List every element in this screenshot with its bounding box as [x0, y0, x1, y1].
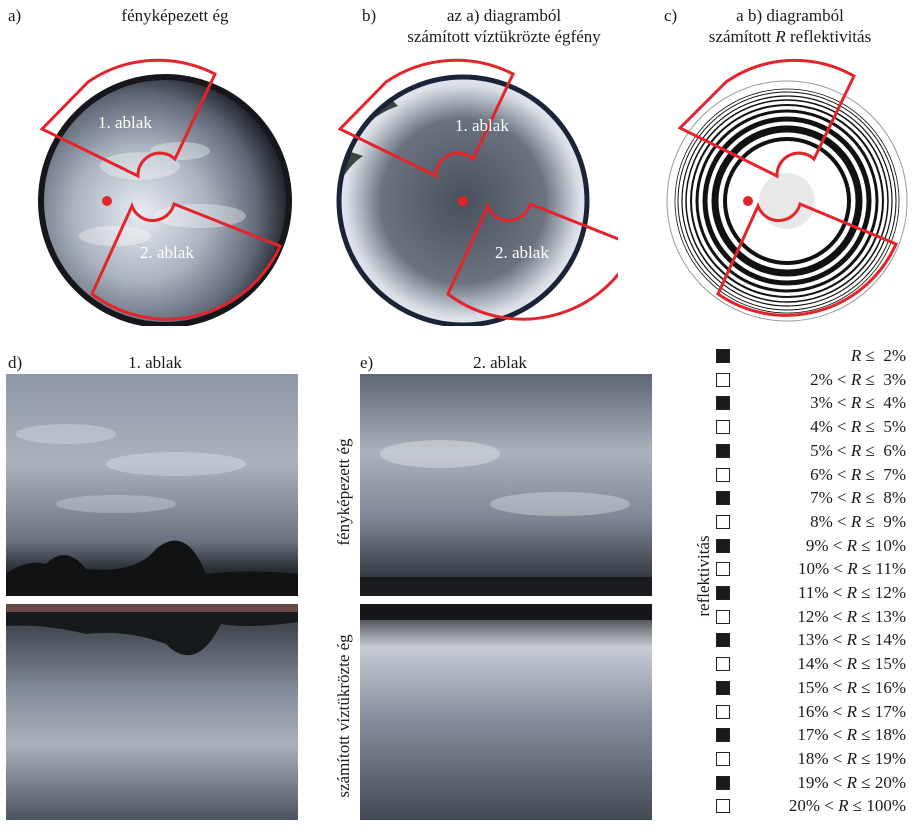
legend-item-label: 2% < R ≤ 3% — [810, 369, 906, 389]
panel-d-title: 1. ablak — [128, 353, 182, 372]
filled-box-icon — [716, 775, 730, 790]
panel-b-title-line2: számított víztükrözte égfény — [407, 27, 601, 46]
panel-c-reflectivity-map — [666, 58, 908, 322]
legend-item-label: 19% < R ≤ 20% — [797, 772, 906, 792]
reflectivity-legend: R ≤ 2% 2% < R ≤ 3% 3% < R ≤ 4% 4% < R ≤ 5% 5… — [716, 346, 906, 822]
legend-item-label: 3% < R ≤ 4% — [810, 393, 906, 413]
empty-box-icon — [716, 704, 730, 719]
panel-c-title-line2: számított R reflektivitás — [708, 27, 872, 46]
empty-box-icon — [716, 657, 730, 672]
window1-photographed-sky — [6, 374, 298, 596]
panel-a-letter: a) — [8, 6, 22, 25]
row-label-photographed: fényképezett ég — [334, 438, 353, 546]
panel-b-letter: b) — [362, 6, 377, 25]
legend-item-label: 17% < R ≤ 18% — [797, 725, 906, 745]
legend-item: 14% < R ≤ 15% — [716, 654, 914, 676]
legend-item-label: 14% < R ≤ 15% — [797, 654, 906, 674]
legend-item-label: 15% < R ≤ 16% — [797, 677, 906, 697]
legend-item-label: 20% < R ≤ 100% — [788, 796, 906, 816]
filled-box-icon — [716, 443, 730, 458]
filled-box-icon — [716, 728, 730, 743]
legend-item-label: 4% < R ≤ 5% — [810, 417, 906, 437]
empty-box-icon — [716, 372, 730, 387]
legend-item: 8% < R ≤ 9% — [716, 512, 914, 534]
panel-e-title: 2. ablak — [473, 353, 527, 372]
legend-item: 19% < R ≤ 20% — [716, 773, 914, 795]
filled-box-icon — [716, 586, 730, 600]
legend-item-label: 8% < R ≤ 9% — [810, 511, 906, 531]
empty-box-icon — [716, 420, 730, 435]
sun-marker — [102, 196, 112, 206]
empty-box-icon — [716, 514, 730, 529]
panel-e-letter: e) — [360, 353, 374, 372]
empty-box-icon — [716, 467, 730, 482]
legend-item-label: 16% < R ≤ 17% — [797, 701, 906, 721]
legend-item: 10% < R ≤ 11% — [716, 559, 914, 581]
window2-computed-reflected-sky — [360, 604, 652, 820]
panel-a-window1-label: 1. ablak — [98, 113, 152, 132]
legend-item-label: 10% < R ≤ 11% — [797, 559, 906, 579]
window1-computed-reflected-sky — [6, 604, 298, 820]
filled-box-icon — [716, 680, 730, 695]
legend-item-label: 13% < R ≤ 14% — [797, 630, 906, 650]
legend-item: 6% < R ≤ 7% — [716, 465, 914, 487]
legend-item: 9% < R ≤ 10% — [716, 536, 914, 558]
legend-item-label: 12% < R ≤ 13% — [797, 606, 906, 626]
legend-item: 11% < R ≤ 12% — [716, 583, 914, 605]
filled-box-icon — [716, 633, 730, 648]
legend-item-label: 7% < R ≤ 8% — [810, 488, 906, 508]
legend-axis-label: reflektivitás — [694, 535, 713, 617]
legend-item-label: 11% < R ≤ 12% — [797, 583, 906, 602]
legend-item-label: R ≤ 2% — [850, 346, 906, 365]
row-label-computed: számított víztükrözte ég — [334, 634, 353, 798]
panel-c-title-line1: a b) diagramból — [736, 6, 844, 25]
filled-box-icon — [716, 396, 730, 411]
legend-item-label: 18% < R ≤ 19% — [797, 748, 906, 768]
panel-b-fisheye — [336, 58, 618, 326]
empty-box-icon — [716, 609, 730, 624]
legend-item: 13% < R ≤ 14% — [716, 630, 914, 652]
legend-item: 4% < R ≤ 5% — [716, 417, 914, 439]
panel-b-window2-label: 2. ablak — [495, 243, 549, 262]
legend-item: 7% < R ≤ 8% — [716, 488, 914, 510]
filled-box-icon — [716, 491, 730, 506]
panel-b-title-line1: az a) diagramból — [446, 6, 562, 25]
legend-item: 15% < R ≤ 16% — [716, 678, 914, 700]
legend-item-label: 9% < R ≤ 10% — [805, 535, 906, 555]
panel-a-title: fényképezett ég — [121, 6, 229, 25]
legend-item: R ≤ 2% — [716, 346, 914, 368]
legend-item: 5% < R ≤ 6% — [716, 441, 914, 463]
legend-item: 16% < R ≤ 17% — [716, 702, 914, 724]
window2-photographed-sky — [360, 374, 652, 596]
legend-item: 17% < R ≤ 18% — [716, 725, 914, 747]
panel-d-letter: d) — [8, 353, 23, 372]
legend-item: 12% < R ≤ 13% — [716, 607, 914, 629]
filled-box-icon — [716, 538, 730, 553]
empty-box-icon — [716, 562, 730, 577]
panel-a-window2-label: 2. ablak — [140, 243, 194, 262]
legend-item-label: 6% < R ≤ 7% — [810, 464, 906, 484]
empty-box-icon — [716, 799, 730, 814]
sky-disc — [41, 77, 289, 325]
window-outlines — [39, 58, 283, 321]
legend-item: 18% < R ≤ 19% — [716, 749, 914, 771]
legend-item: 20% < R ≤ 100% — [716, 796, 914, 818]
panel-a-fisheye — [38, 58, 292, 326]
filled-box-icon — [716, 349, 730, 363]
panel-b-window1-label: 1. ablak — [455, 116, 509, 135]
empty-box-icon — [716, 751, 730, 766]
legend-item: 2% < R ≤ 3% — [716, 370, 914, 392]
legend-item-label: 5% < R ≤ 6% — [810, 440, 906, 460]
panel-c-letter: c) — [664, 6, 678, 25]
legend-item: 3% < R ≤ 4% — [716, 393, 914, 415]
